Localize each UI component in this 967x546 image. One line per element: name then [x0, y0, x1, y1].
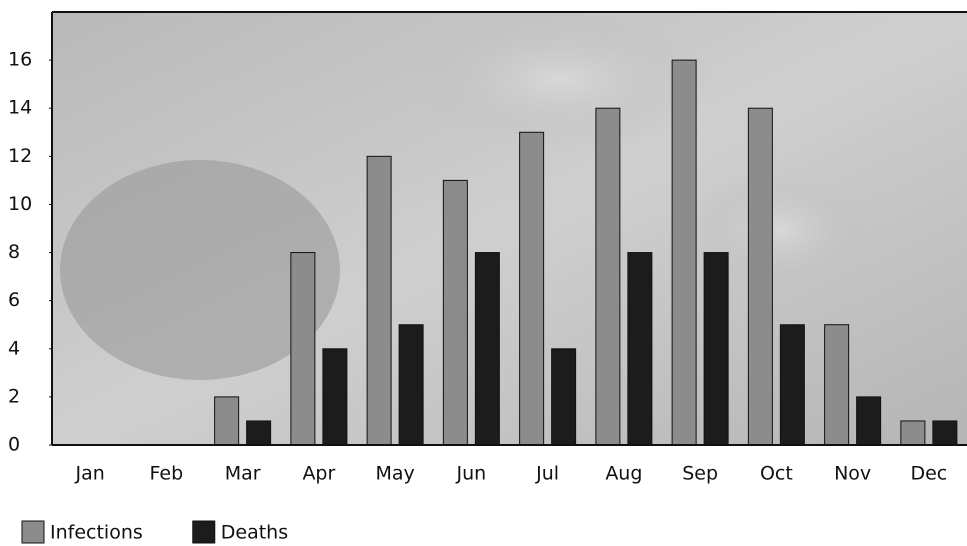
- x-tick-label: Apr: [302, 463, 335, 485]
- bar: [322, 348, 348, 446]
- bar: [595, 107, 621, 446]
- legend-swatch: [21, 520, 45, 544]
- y-tick-label: 0: [8, 434, 20, 456]
- x-tick-label: Mar: [225, 463, 261, 485]
- x-tick-label: May: [375, 463, 414, 485]
- x-tick-label: Nov: [834, 463, 871, 485]
- x-tick-label: Sep: [682, 463, 718, 485]
- legend-label: Infections: [50, 522, 143, 544]
- bar: [214, 396, 240, 446]
- bar: [474, 252, 500, 446]
- x-tick-label: Dec: [910, 463, 947, 485]
- bar: [627, 252, 653, 446]
- y-tick-label: 10: [8, 193, 32, 215]
- y-tick-label: 4: [8, 337, 20, 359]
- y-tick-label: 14: [8, 97, 32, 119]
- bar: [551, 348, 577, 446]
- x-tick-label: Feb: [150, 463, 184, 485]
- bar: [442, 179, 468, 446]
- legend-swatch: [192, 520, 216, 544]
- x-tick-label: Jan: [74, 463, 104, 485]
- bar: [671, 59, 697, 446]
- bar: [900, 420, 926, 446]
- bar: [856, 396, 882, 446]
- y-tick-label: 6: [8, 289, 20, 311]
- bar: [824, 324, 850, 446]
- background-shape: [690, 170, 870, 290]
- bar: [398, 324, 424, 446]
- background-shape: [410, 10, 710, 150]
- y-tick-label: 12: [8, 145, 32, 167]
- bar: [246, 420, 272, 446]
- bar: [366, 155, 392, 446]
- x-tick-label: Jul: [535, 463, 559, 485]
- y-tick-label: 8: [8, 241, 20, 263]
- y-tick-label: 16: [8, 49, 32, 71]
- bar: [290, 252, 316, 446]
- bar: [747, 107, 773, 446]
- legend-label: Deaths: [221, 522, 288, 544]
- y-tick-label: 2: [8, 385, 20, 407]
- bar: [932, 420, 958, 446]
- x-tick-label: Aug: [605, 463, 642, 485]
- x-tick-label: Oct: [760, 463, 793, 485]
- bar: [703, 252, 729, 446]
- x-tick-label: Jun: [456, 463, 487, 485]
- background-shape: [60, 160, 340, 380]
- bar: [779, 324, 805, 446]
- bar: [519, 131, 545, 446]
